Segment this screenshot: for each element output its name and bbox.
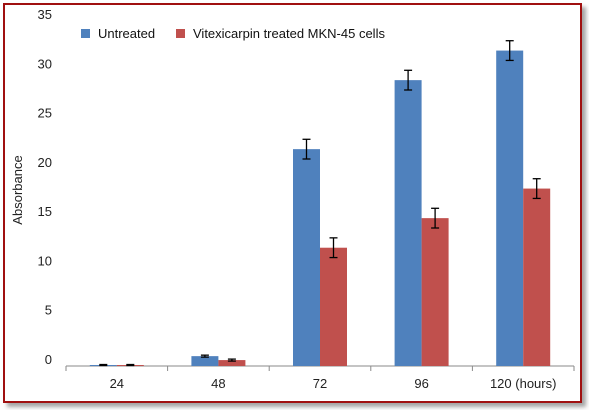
y-tick-label: 0 — [45, 352, 52, 367]
y-tick-label: 5 — [45, 303, 52, 318]
x-tick-label: 72 — [313, 376, 327, 391]
y-tick-label: 30 — [38, 56, 52, 71]
y-axis: 0 5 10 15 20 25 30 35 — [38, 7, 52, 367]
bar — [523, 188, 551, 366]
y-tick-label: 15 — [38, 204, 52, 219]
legend-swatch — [176, 29, 185, 38]
legend-label: Untreated — [98, 26, 155, 41]
x-tick-label: 48 — [211, 376, 225, 391]
legend-swatch — [81, 29, 90, 38]
bar — [320, 247, 347, 366]
bar — [293, 149, 320, 366]
x-tick-label: 96 — [414, 376, 428, 391]
y-tick-label: 25 — [38, 106, 52, 121]
x-axis: 24 48 72 96 120 (hours) — [65, 365, 575, 391]
y-tick-label: 35 — [38, 7, 52, 22]
y-tick-label: 10 — [38, 253, 52, 268]
y-axis-title: Absorbance — [10, 155, 25, 224]
y-tick-label: 20 — [38, 155, 52, 170]
bar — [496, 50, 524, 366]
x-tick-label: 24 — [110, 376, 124, 391]
legend: Untreated Vitexicarpin treated MKN-45 cel… — [81, 26, 385, 41]
bars — [89, 40, 551, 367]
bar — [421, 218, 449, 366]
x-tick-label: 120 (hours) — [490, 376, 556, 391]
chart-frame — [3, 3, 582, 403]
legend-label: Vitexicarpin treated MKN-45 cells — [193, 26, 385, 41]
bar — [218, 360, 246, 366]
bar — [394, 80, 422, 367]
bar — [191, 356, 219, 366]
